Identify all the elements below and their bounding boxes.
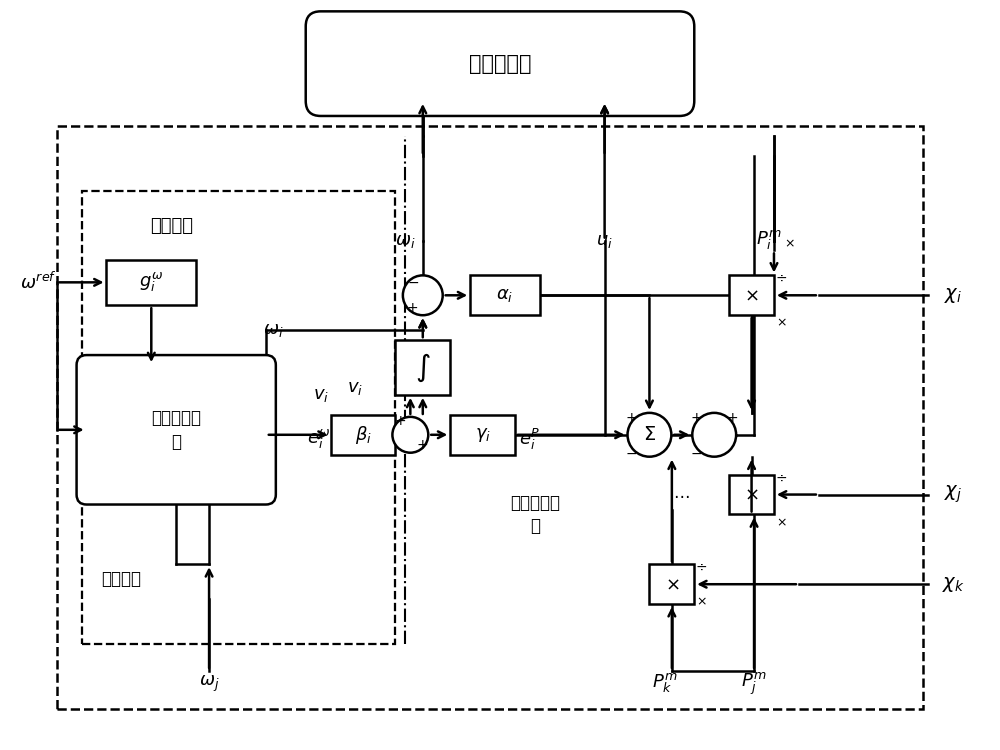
Text: 最优功率分
配: 最优功率分 配	[510, 494, 560, 536]
Bar	[395, 340, 450, 395]
Text: $\div$: $\div$	[775, 272, 787, 285]
Text: $\chi_i$: $\chi_i$	[944, 286, 962, 304]
Text: $\times$: $\times$	[784, 237, 794, 250]
Circle shape	[403, 275, 443, 315]
Text: $+$: $+$	[625, 411, 638, 424]
FancyBboxPatch shape	[306, 11, 694, 116]
Text: $+$: $+$	[406, 302, 418, 315]
Text: $\omega^{ref}$: $\omega^{ref}$	[20, 272, 57, 293]
Text: $e_i^{\omega}$: $e_i^{\omega}$	[307, 428, 331, 451]
FancyBboxPatch shape	[77, 355, 276, 505]
Text: $\div$: $\div$	[695, 560, 707, 574]
Bar	[470, 275, 540, 315]
Text: $\omega_j$: $\omega_j$	[199, 674, 219, 694]
Text: $\gamma_i$: $\gamma_i$	[475, 426, 491, 444]
Text: $\Sigma$: $\Sigma$	[643, 425, 656, 444]
Text: $e_i^P$: $e_i^P$	[519, 427, 541, 452]
Text: $\times$: $\times$	[696, 596, 707, 609]
Text: $+$: $+$	[416, 438, 428, 452]
Text: $\omega_i$: $\omega_i$	[395, 232, 416, 250]
Text: $P_j^m$: $P_j^m$	[741, 670, 767, 697]
Text: $\beta_i$: $\beta_i$	[355, 424, 371, 445]
Text: 频率恢复: 频率恢复	[101, 570, 141, 588]
Text: $\times$: $\times$	[744, 286, 759, 304]
Bar	[106, 260, 196, 305]
Text: $+$: $+$	[726, 411, 738, 424]
Text: $+$: $+$	[690, 411, 702, 424]
Text: $\chi_j$: $\chi_j$	[944, 484, 962, 506]
Text: $\alpha_i$: $\alpha_i$	[496, 286, 514, 304]
Text: $-$: $-$	[625, 446, 638, 460]
Text: $u_i$: $u_i$	[596, 232, 613, 250]
Text: $P_k^m$: $P_k^m$	[652, 672, 677, 695]
Text: 本地跟踪误
差: 本地跟踪误 差	[151, 409, 201, 451]
Text: $\times$: $\times$	[776, 516, 786, 529]
Circle shape	[692, 413, 736, 457]
Circle shape	[392, 417, 428, 453]
Text: $+$: $+$	[394, 414, 406, 428]
Text: $\chi_k$: $\chi_k$	[942, 574, 965, 594]
Text: $\int$: $\int$	[415, 351, 431, 384]
Text: $v_i$: $v_i$	[313, 386, 329, 404]
Bar	[331, 415, 395, 454]
Circle shape	[628, 413, 671, 457]
Bar	[450, 415, 515, 454]
Bar	[57, 126, 923, 709]
Text: $\cdots$: $\cdots$	[673, 485, 690, 503]
Text: $\omega_i$: $\omega_i$	[263, 321, 283, 339]
Bar	[649, 564, 694, 604]
Text: $P_i^m$: $P_i^m$	[756, 229, 782, 252]
Text: $\times$: $\times$	[776, 316, 786, 330]
Bar	[82, 190, 395, 644]
Text: $-$: $-$	[407, 274, 419, 288]
Text: $-$: $-$	[690, 446, 702, 460]
Text: $v_i$: $v_i$	[347, 379, 364, 397]
Text: $\div$: $\div$	[775, 470, 787, 484]
Text: $g_i^{\omega}$: $g_i^{\omega}$	[139, 272, 163, 294]
Bar	[729, 275, 774, 315]
Text: $\times$: $\times$	[665, 575, 679, 593]
Text: 本地信息: 本地信息	[150, 217, 193, 235]
Bar	[729, 475, 774, 514]
Text: 底层控制器: 底层控制器	[469, 54, 531, 74]
Text: $\times$: $\times$	[744, 485, 759, 503]
